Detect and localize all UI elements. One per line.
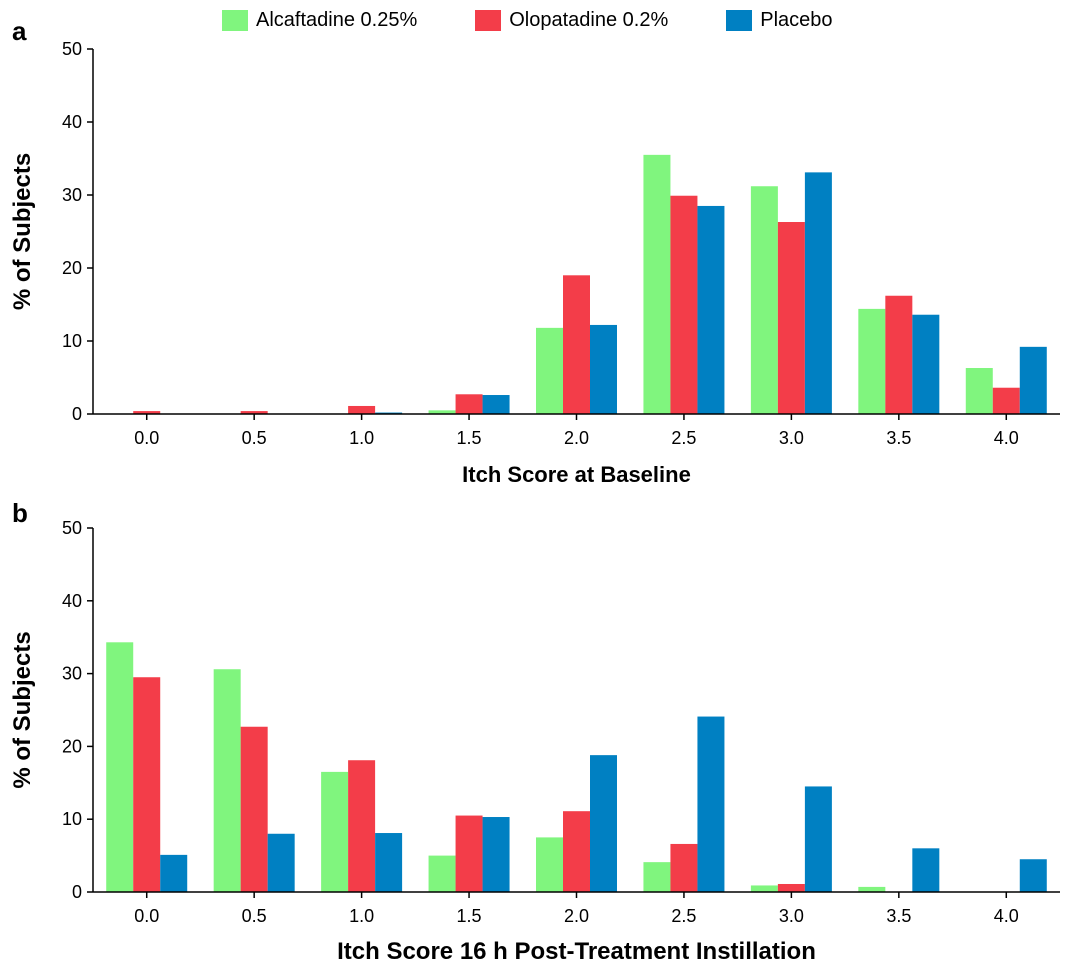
y-tick-label-a-0: 0 <box>72 404 82 424</box>
bar-a-s1-c2 <box>348 405 376 414</box>
x-tick-label-b-1: 0.5 <box>242 906 267 926</box>
bar-a-s1-c8 <box>992 387 1020 414</box>
y-tick-label-b-3: 30 <box>62 664 82 684</box>
bar-b-s1-c4 <box>563 811 590 892</box>
bar-a-s1-c5 <box>670 195 698 414</box>
bar-a-s2-c4 <box>590 324 617 414</box>
bar-b-s2-c4 <box>590 755 617 892</box>
x-tick-label-a-4: 2.0 <box>564 428 589 448</box>
bar-a-s0-c6 <box>750 186 778 414</box>
x-tick-label-b-3: 1.5 <box>457 906 482 926</box>
bar-b-s0-c6 <box>750 885 778 892</box>
bar-b-s2-c0 <box>160 854 188 892</box>
bar-a-s1-c4 <box>563 275 590 414</box>
bar-a-s1-c0 <box>133 411 161 414</box>
legend-item-placebo: Placebo <box>726 8 833 32</box>
x-tick-label-a-0: 0.0 <box>134 428 159 448</box>
bar-b-s0-c1 <box>213 669 241 892</box>
bar-a-s1-c1 <box>240 411 268 414</box>
bar-b-s2-c8 <box>1019 859 1047 892</box>
bar-b-s1-c6 <box>777 883 805 892</box>
bar-b-s1-c2 <box>348 760 376 892</box>
bar-a-s0-c7 <box>858 308 886 414</box>
y-tick-label-a-1: 10 <box>62 331 82 351</box>
bar-b-s2-c6 <box>804 786 832 892</box>
bar-a-s2-c8 <box>1019 346 1047 414</box>
legend-item-alcaftadine: Alcaftadine 0.25% <box>222 9 417 32</box>
y-tick-label-a-2: 20 <box>62 258 82 278</box>
bar-a-s2-c6 <box>804 172 832 414</box>
bar-a-s0-c3 <box>428 410 456 414</box>
y-tick-label-a-5: 50 <box>62 39 82 59</box>
legend: Alcaftadine 0.25% Olopatadine 0.2% Place… <box>222 6 891 34</box>
bar-b-s2-c3 <box>482 817 510 892</box>
bar-b-s1-c1 <box>240 726 268 892</box>
bar-b-s1-c3 <box>455 815 483 892</box>
bar-b-s2-c7 <box>912 848 940 892</box>
bar-a-s1-c6 <box>777 222 805 414</box>
legend-item-olopatadine: Olopatadine 0.2% <box>475 9 668 32</box>
x-tick-label-a-3: 1.5 <box>457 428 482 448</box>
x-axis-title-b: Itch Score 16 h Post-Treatment Instillat… <box>337 938 816 963</box>
panel-letter-a: a <box>12 16 27 46</box>
y-tick-label-b-5: 50 <box>62 518 82 538</box>
y-tick-label-b-4: 40 <box>62 591 82 611</box>
bar-b-s0-c7 <box>858 886 886 892</box>
legend-label-placebo: Placebo <box>760 8 833 31</box>
x-tick-label-b-7: 3.5 <box>886 906 911 926</box>
bar-a-s0-c8 <box>965 368 993 414</box>
bar-b-s0-c5 <box>643 862 671 892</box>
bar-a-s0-c5 <box>643 154 671 414</box>
bar-b-s1-c0 <box>133 677 161 892</box>
panel-a: a 0 10 20 30 40 50 0.0 0.5 1.0 1.5 2.0 2.5 3.0 3.5 4.0… <box>9 16 1060 487</box>
bar-b-s2-c2 <box>375 833 403 892</box>
x-tick-label-b-5: 2.5 <box>671 906 696 926</box>
legend-swatch-alcaftadine <box>222 9 248 31</box>
bar-b-s2-c5 <box>697 716 725 892</box>
bar-b-s1-c5 <box>670 843 698 892</box>
x-tick-label-a-5: 2.5 <box>671 428 696 448</box>
y-tick-label-a-4: 40 <box>62 112 82 132</box>
x-tick-label-b-2: 1.0 <box>349 906 374 926</box>
y-tick-label-a-3: 30 <box>62 185 82 205</box>
bar-a-s0-c4 <box>536 327 563 414</box>
bar-b-s0-c4 <box>536 837 563 892</box>
x-tick-label-b-6: 3.0 <box>779 906 804 926</box>
x-tick-label-a-2: 1.0 <box>349 428 374 448</box>
bar-b-s0-c2 <box>321 771 349 892</box>
legend-label-olopatadine: Olopatadine 0.2% <box>509 8 669 31</box>
x-tick-label-b-8: 4.0 <box>994 906 1019 926</box>
panel-b: b 0 10 20 30 40 50 0.0 0.5 1.0 1.5 2.0 2.5 3.0 3.5 4.0… <box>9 498 1060 963</box>
x-tick-label-b-4: 2.0 <box>564 906 589 926</box>
y-tick-label-b-2: 20 <box>62 736 82 756</box>
x-tick-label-b-0: 0.0 <box>134 906 159 926</box>
bar-b-s0-c0 <box>106 642 134 892</box>
y-tick-label-b-0: 0 <box>72 882 82 902</box>
bar-a-s2-c7 <box>912 314 940 414</box>
legend-swatch-olopatadine <box>475 9 502 31</box>
x-tick-label-a-8: 4.0 <box>994 428 1019 448</box>
bar-b-s0-c3 <box>428 855 456 892</box>
bar-a-s1-c3 <box>455 394 483 414</box>
bar-b-s2-c1 <box>267 833 295 892</box>
panel-letter-b: b <box>12 498 28 528</box>
bar-a-s2-c5 <box>697 205 725 414</box>
bar-a-s2-c3 <box>482 395 510 414</box>
legend-label-alcaftadine: Alcaftadine 0.25% <box>256 8 418 31</box>
y-tick-label-b-1: 10 <box>62 809 82 829</box>
x-tick-label-a-7: 3.5 <box>886 428 911 448</box>
y-axis-title-a: % of Subjects <box>9 153 36 310</box>
bar-a-s1-c7 <box>885 295 913 414</box>
x-axis-title-a: Itch Score at Baseline <box>462 462 691 487</box>
x-tick-label-a-1: 0.5 <box>242 428 267 448</box>
x-tick-label-a-6: 3.0 <box>779 428 804 448</box>
y-axis-title-b: % of Subjects <box>9 631 36 788</box>
legend-swatch-placebo <box>726 9 753 31</box>
